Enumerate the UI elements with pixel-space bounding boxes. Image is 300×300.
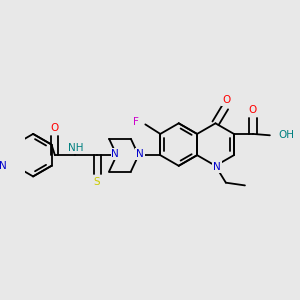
Text: O: O <box>222 95 230 105</box>
Text: N: N <box>213 162 221 172</box>
Text: NH: NH <box>68 142 83 152</box>
Text: O: O <box>249 105 257 115</box>
Text: S: S <box>94 177 101 187</box>
Text: N: N <box>0 161 7 171</box>
Text: OH: OH <box>279 130 295 140</box>
Text: O: O <box>51 124 59 134</box>
Text: N: N <box>136 149 144 159</box>
Text: F: F <box>133 117 139 127</box>
Text: N: N <box>112 149 119 159</box>
